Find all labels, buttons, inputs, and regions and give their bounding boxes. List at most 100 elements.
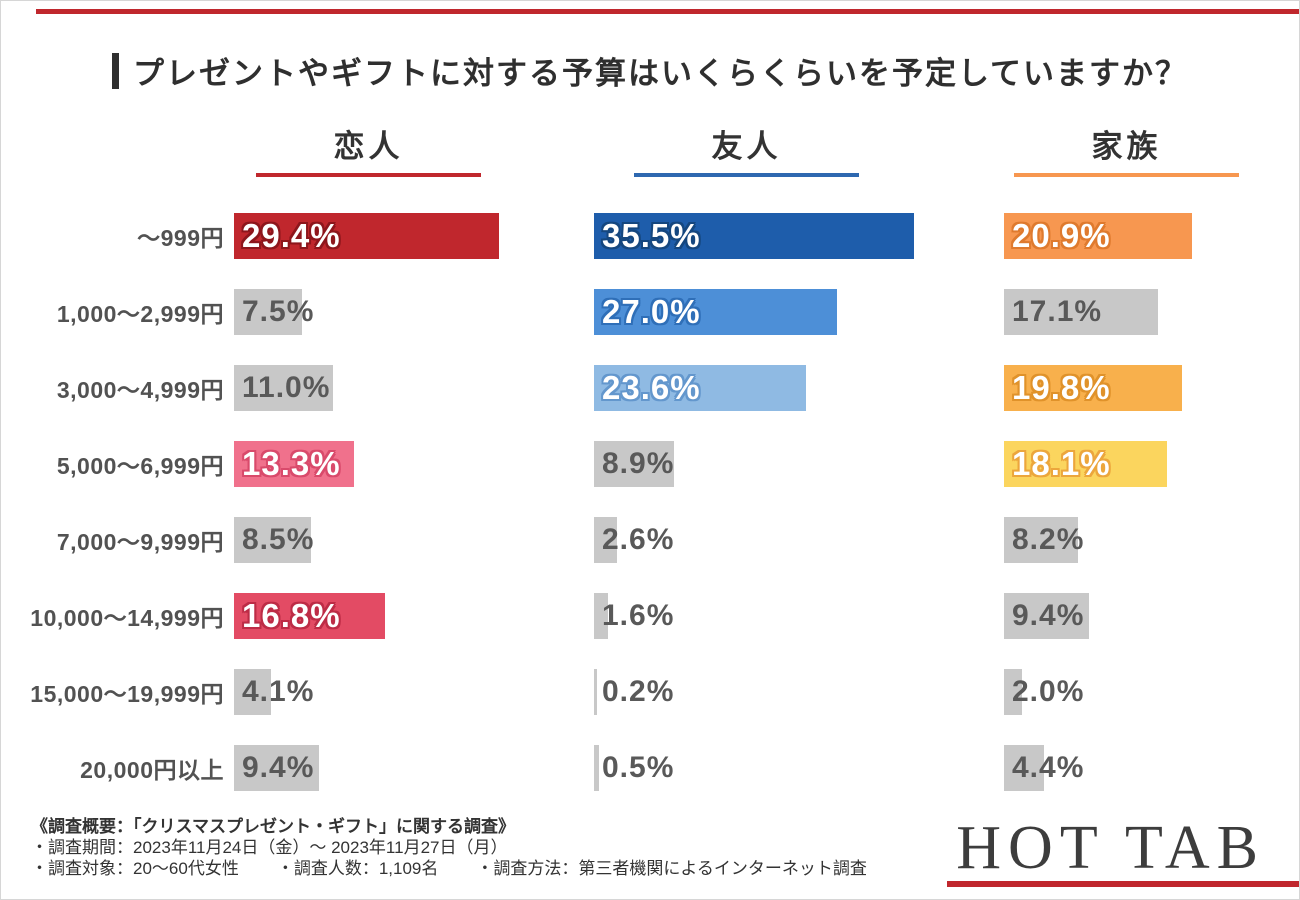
bar-cell: 17.1% [1004, 289, 1299, 335]
column-header-lover: 恋人 [234, 129, 594, 177]
category-label: ～999円 [137, 225, 224, 251]
bar-value-label: 8.5% [242, 523, 315, 556]
bar [1004, 745, 1044, 791]
bar-cell: 1.6% [594, 593, 1004, 639]
bar-cell: 4.4% [1004, 745, 1299, 791]
survey-overview: 《調査概要：「クリスマスプレゼント・ギフト」に関する調査》 [31, 817, 515, 836]
column-header-family: 家族 [1004, 129, 1299, 177]
title-row: プレゼントやギフトに対する予算はいくらくらいを予定していますか？ [1, 48, 1299, 93]
bar [234, 745, 319, 791]
column-underline-lover [256, 173, 481, 177]
category-label: 5,000～6,999円 [56, 453, 224, 479]
survey-method: ・調査方法：第三者機関によるインターネット調査 [476, 859, 867, 878]
bar-value-label: 13.3% [242, 445, 341, 482]
bar-cell: 20.9% [1004, 213, 1299, 259]
column-header-family-label: 家族 [1091, 129, 1162, 164]
column-underline-friend [634, 173, 859, 177]
survey-period: ・調査期間：2023年11月24日（金）～ 2023年11月27日（月） [31, 838, 508, 857]
bar-value-label: 18.1% [1012, 445, 1111, 482]
top-accent-rule [36, 9, 1299, 14]
bar-value-label: 23.6% [602, 369, 701, 406]
chart-row: 15,000～19,999円 4.1% 0.2% 2.0% [1, 669, 1299, 715]
category-label: 1,000～2,999円 [56, 301, 224, 327]
bar [594, 517, 617, 563]
bar-value-label: 17.1% [1012, 295, 1103, 328]
category-label: 7,000～9,999円 [56, 529, 224, 555]
bar-cell: 18.1% [1004, 441, 1299, 487]
column-underline-family [1014, 173, 1239, 177]
bar [594, 669, 597, 715]
bar-value-label: 2.0% [1012, 675, 1085, 708]
bar [594, 213, 914, 259]
bar [594, 365, 806, 411]
bar-chart: ～999円 29.4% 35.5% 20.9% 1,000～2,999円 7.5% 27.0… [1, 213, 1299, 791]
bar [594, 745, 599, 791]
bar [234, 213, 499, 259]
column-headers: 恋人 友人 家族 [1, 129, 1299, 177]
hottab-logo: HOT TAB [956, 814, 1265, 882]
bar-value-label: 35.5% [602, 217, 701, 254]
chart-row: 3,000～4,999円 11.0% 23.6% 19.8% [1, 365, 1299, 411]
column-header-lover-label: 恋人 [333, 129, 404, 164]
bar [234, 365, 333, 411]
bar-cell: 9.4% [234, 745, 594, 791]
bar [1004, 669, 1022, 715]
chart-row: 20,000円以上 9.4% 0.5% 4.4% [1, 745, 1299, 791]
bar [234, 441, 354, 487]
bar-value-label: 4.4% [1012, 751, 1085, 784]
bar [594, 593, 608, 639]
column-header-friend: 友人 [594, 129, 1004, 177]
bar-cell: 7.5% [234, 289, 594, 335]
column-header-friend-label: 友人 [711, 129, 782, 164]
bar-value-label: 7.5% [242, 295, 315, 328]
bar-cell: 0.2% [594, 669, 1004, 715]
bar [234, 669, 271, 715]
survey-target: ・調査対象：20～60代女性 [31, 859, 239, 878]
survey-respondents: ・調査人数：1,109名 [276, 859, 439, 878]
bar-value-label: 9.4% [1012, 599, 1085, 632]
category-label: 20,000円以上 [80, 757, 224, 783]
bar-value-label: 11.0% [242, 371, 331, 404]
bar [1004, 517, 1078, 563]
category-label: 15,000～19,999円 [30, 681, 224, 707]
bar-value-label: 19.8% [1012, 369, 1111, 406]
bar-value-label: 0.5% [602, 751, 675, 784]
bar-cell: 35.5% [594, 213, 1004, 259]
bar-cell: 29.4% [234, 213, 594, 259]
chart-row: 7,000～9,999円 8.5% 2.6% 8.2% [1, 517, 1299, 563]
bar-cell: 4.1% [234, 669, 594, 715]
bar-cell: 23.6% [594, 365, 1004, 411]
bar-cell: 8.9% [594, 441, 1004, 487]
category-label: 10,000～14,999円 [30, 605, 224, 631]
page-title: プレゼントやギフトに対する予算はいくらくらいを予定していますか？ [132, 56, 1189, 91]
bar [594, 289, 837, 335]
bar [1004, 441, 1167, 487]
header-spacer [1, 129, 234, 177]
chart-row: 1,000～2,999円 7.5% 27.0% 17.1% [1, 289, 1299, 335]
bar-value-label: 8.2% [1012, 523, 1085, 556]
chart-row: 10,000～14,999円 16.8% 1.6% 9.4% [1, 593, 1299, 639]
bar-cell: 2.6% [594, 517, 1004, 563]
category-label: 3,000～4,999円 [56, 377, 224, 403]
survey-notes: 《調査概要：「クリスマスプレゼント・ギフト」に関する調査》 ・調査期間：2023… [31, 816, 867, 879]
bar-value-label: 16.8% [242, 597, 341, 634]
bar-cell: 9.4% [1004, 593, 1299, 639]
bar [1004, 365, 1182, 411]
bar-cell: 2.0% [1004, 669, 1299, 715]
bar-cell: 16.8% [234, 593, 594, 639]
logo-accent-rule [947, 881, 1299, 887]
bar-cell: 8.5% [234, 517, 594, 563]
bar [1004, 213, 1192, 259]
bar-value-label: 9.4% [242, 751, 315, 784]
bar [234, 593, 385, 639]
bar-value-label: 2.6% [602, 523, 675, 556]
bar-cell: 0.5% [594, 745, 1004, 791]
bar-value-label: 27.0% [602, 293, 701, 330]
chart-row: 5,000～6,999円 13.3% 8.9% 18.1% [1, 441, 1299, 487]
bar [1004, 289, 1158, 335]
bar-cell: 13.3% [234, 441, 594, 487]
bar-cell: 8.2% [1004, 517, 1299, 563]
bar-value-label: 20.9% [1012, 217, 1111, 254]
bar-value-label: 1.6% [602, 599, 675, 632]
